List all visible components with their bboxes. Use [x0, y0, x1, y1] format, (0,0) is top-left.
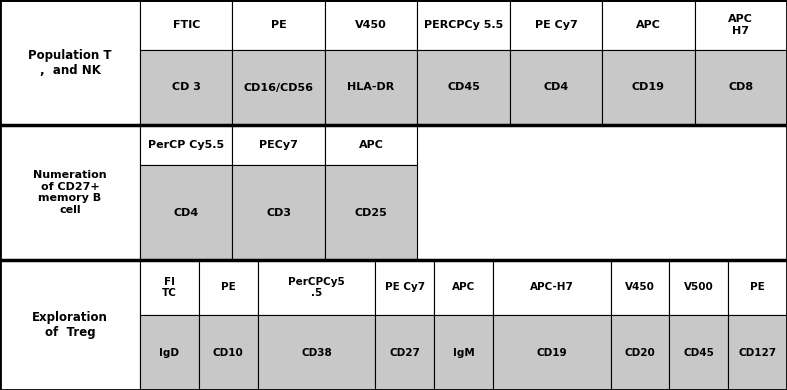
Bar [695, 0, 787, 50]
Text: PE Cy7: PE Cy7 [385, 282, 425, 292]
Bar [325, 0, 417, 50]
Bar [611, 315, 670, 390]
Bar [670, 260, 728, 315]
Text: PE Cy7: PE Cy7 [534, 20, 578, 30]
Bar [0, 0, 140, 125]
Bar [199, 260, 257, 315]
Text: CD19: CD19 [537, 347, 567, 358]
Text: V450: V450 [355, 20, 387, 30]
Bar [232, 0, 325, 50]
Bar [728, 260, 787, 315]
Bar [417, 50, 510, 125]
Text: Population T
,  and NK: Population T , and NK [28, 48, 112, 76]
Bar [611, 260, 670, 315]
Bar [232, 50, 325, 125]
Text: Numeration
of CD27+
memory B
cell: Numeration of CD27+ memory B cell [33, 170, 107, 215]
Bar [493, 260, 611, 315]
Bar [510, 0, 602, 50]
Text: APC: APC [359, 140, 383, 150]
Text: CD 3: CD 3 [172, 83, 201, 92]
Text: CD38: CD38 [301, 347, 332, 358]
Bar [0, 260, 140, 390]
Text: CD27: CD27 [390, 347, 420, 358]
Bar [695, 50, 787, 125]
Bar [434, 260, 493, 315]
Text: APC
H7: APC H7 [728, 14, 753, 36]
Text: PE: PE [271, 20, 286, 30]
Text: CD8: CD8 [728, 83, 753, 92]
Text: HLA-DR: HLA-DR [347, 83, 395, 92]
Text: FTIC: FTIC [172, 20, 200, 30]
Bar [140, 50, 232, 125]
Text: CD19: CD19 [632, 83, 665, 92]
Text: CD4: CD4 [543, 83, 568, 92]
Text: CD20: CD20 [625, 347, 656, 358]
Bar [140, 165, 232, 260]
Bar [375, 260, 434, 315]
Text: IgM: IgM [453, 347, 475, 358]
Text: PerCP Cy5.5: PerCP Cy5.5 [148, 140, 224, 150]
Bar [434, 315, 493, 390]
Text: PECy7: PECy7 [259, 140, 298, 150]
Text: APC: APC [636, 20, 661, 30]
Bar [232, 125, 325, 165]
Text: V500: V500 [684, 282, 714, 292]
Text: APC: APC [452, 282, 475, 292]
Bar [140, 315, 199, 390]
Text: IgD: IgD [160, 347, 179, 358]
Text: Exploration
of  Treg: Exploration of Treg [32, 311, 108, 339]
Text: PerCPCy5
.5: PerCPCy5 .5 [288, 277, 345, 298]
Bar [325, 50, 417, 125]
Bar [257, 315, 375, 390]
Bar [670, 315, 728, 390]
Text: V450: V450 [625, 282, 655, 292]
Bar [140, 260, 199, 315]
Text: CD10: CD10 [212, 347, 244, 358]
Text: CD45: CD45 [683, 347, 715, 358]
Text: PE: PE [221, 282, 235, 292]
Text: CD16/CD56: CD16/CD56 [244, 83, 314, 92]
Bar [0, 125, 140, 260]
Bar [325, 125, 417, 165]
Bar [602, 0, 695, 50]
Bar [325, 165, 417, 260]
Text: CD4: CD4 [174, 207, 199, 218]
Bar [493, 315, 611, 390]
Text: CD45: CD45 [447, 83, 480, 92]
Text: CD25: CD25 [355, 207, 387, 218]
Bar [199, 315, 257, 390]
Text: APC-H7: APC-H7 [530, 282, 574, 292]
Bar [375, 315, 434, 390]
Text: PERCPCy 5.5: PERCPCy 5.5 [424, 20, 503, 30]
Bar [510, 50, 602, 125]
Bar [257, 260, 375, 315]
Text: CD3: CD3 [266, 207, 291, 218]
Text: PE: PE [750, 282, 765, 292]
Bar [728, 315, 787, 390]
Bar [417, 0, 510, 50]
Bar [140, 0, 232, 50]
Bar [232, 165, 325, 260]
Text: FI
TC: FI TC [162, 277, 177, 298]
Text: CD127: CD127 [738, 347, 777, 358]
Bar [140, 125, 232, 165]
Bar [602, 50, 695, 125]
